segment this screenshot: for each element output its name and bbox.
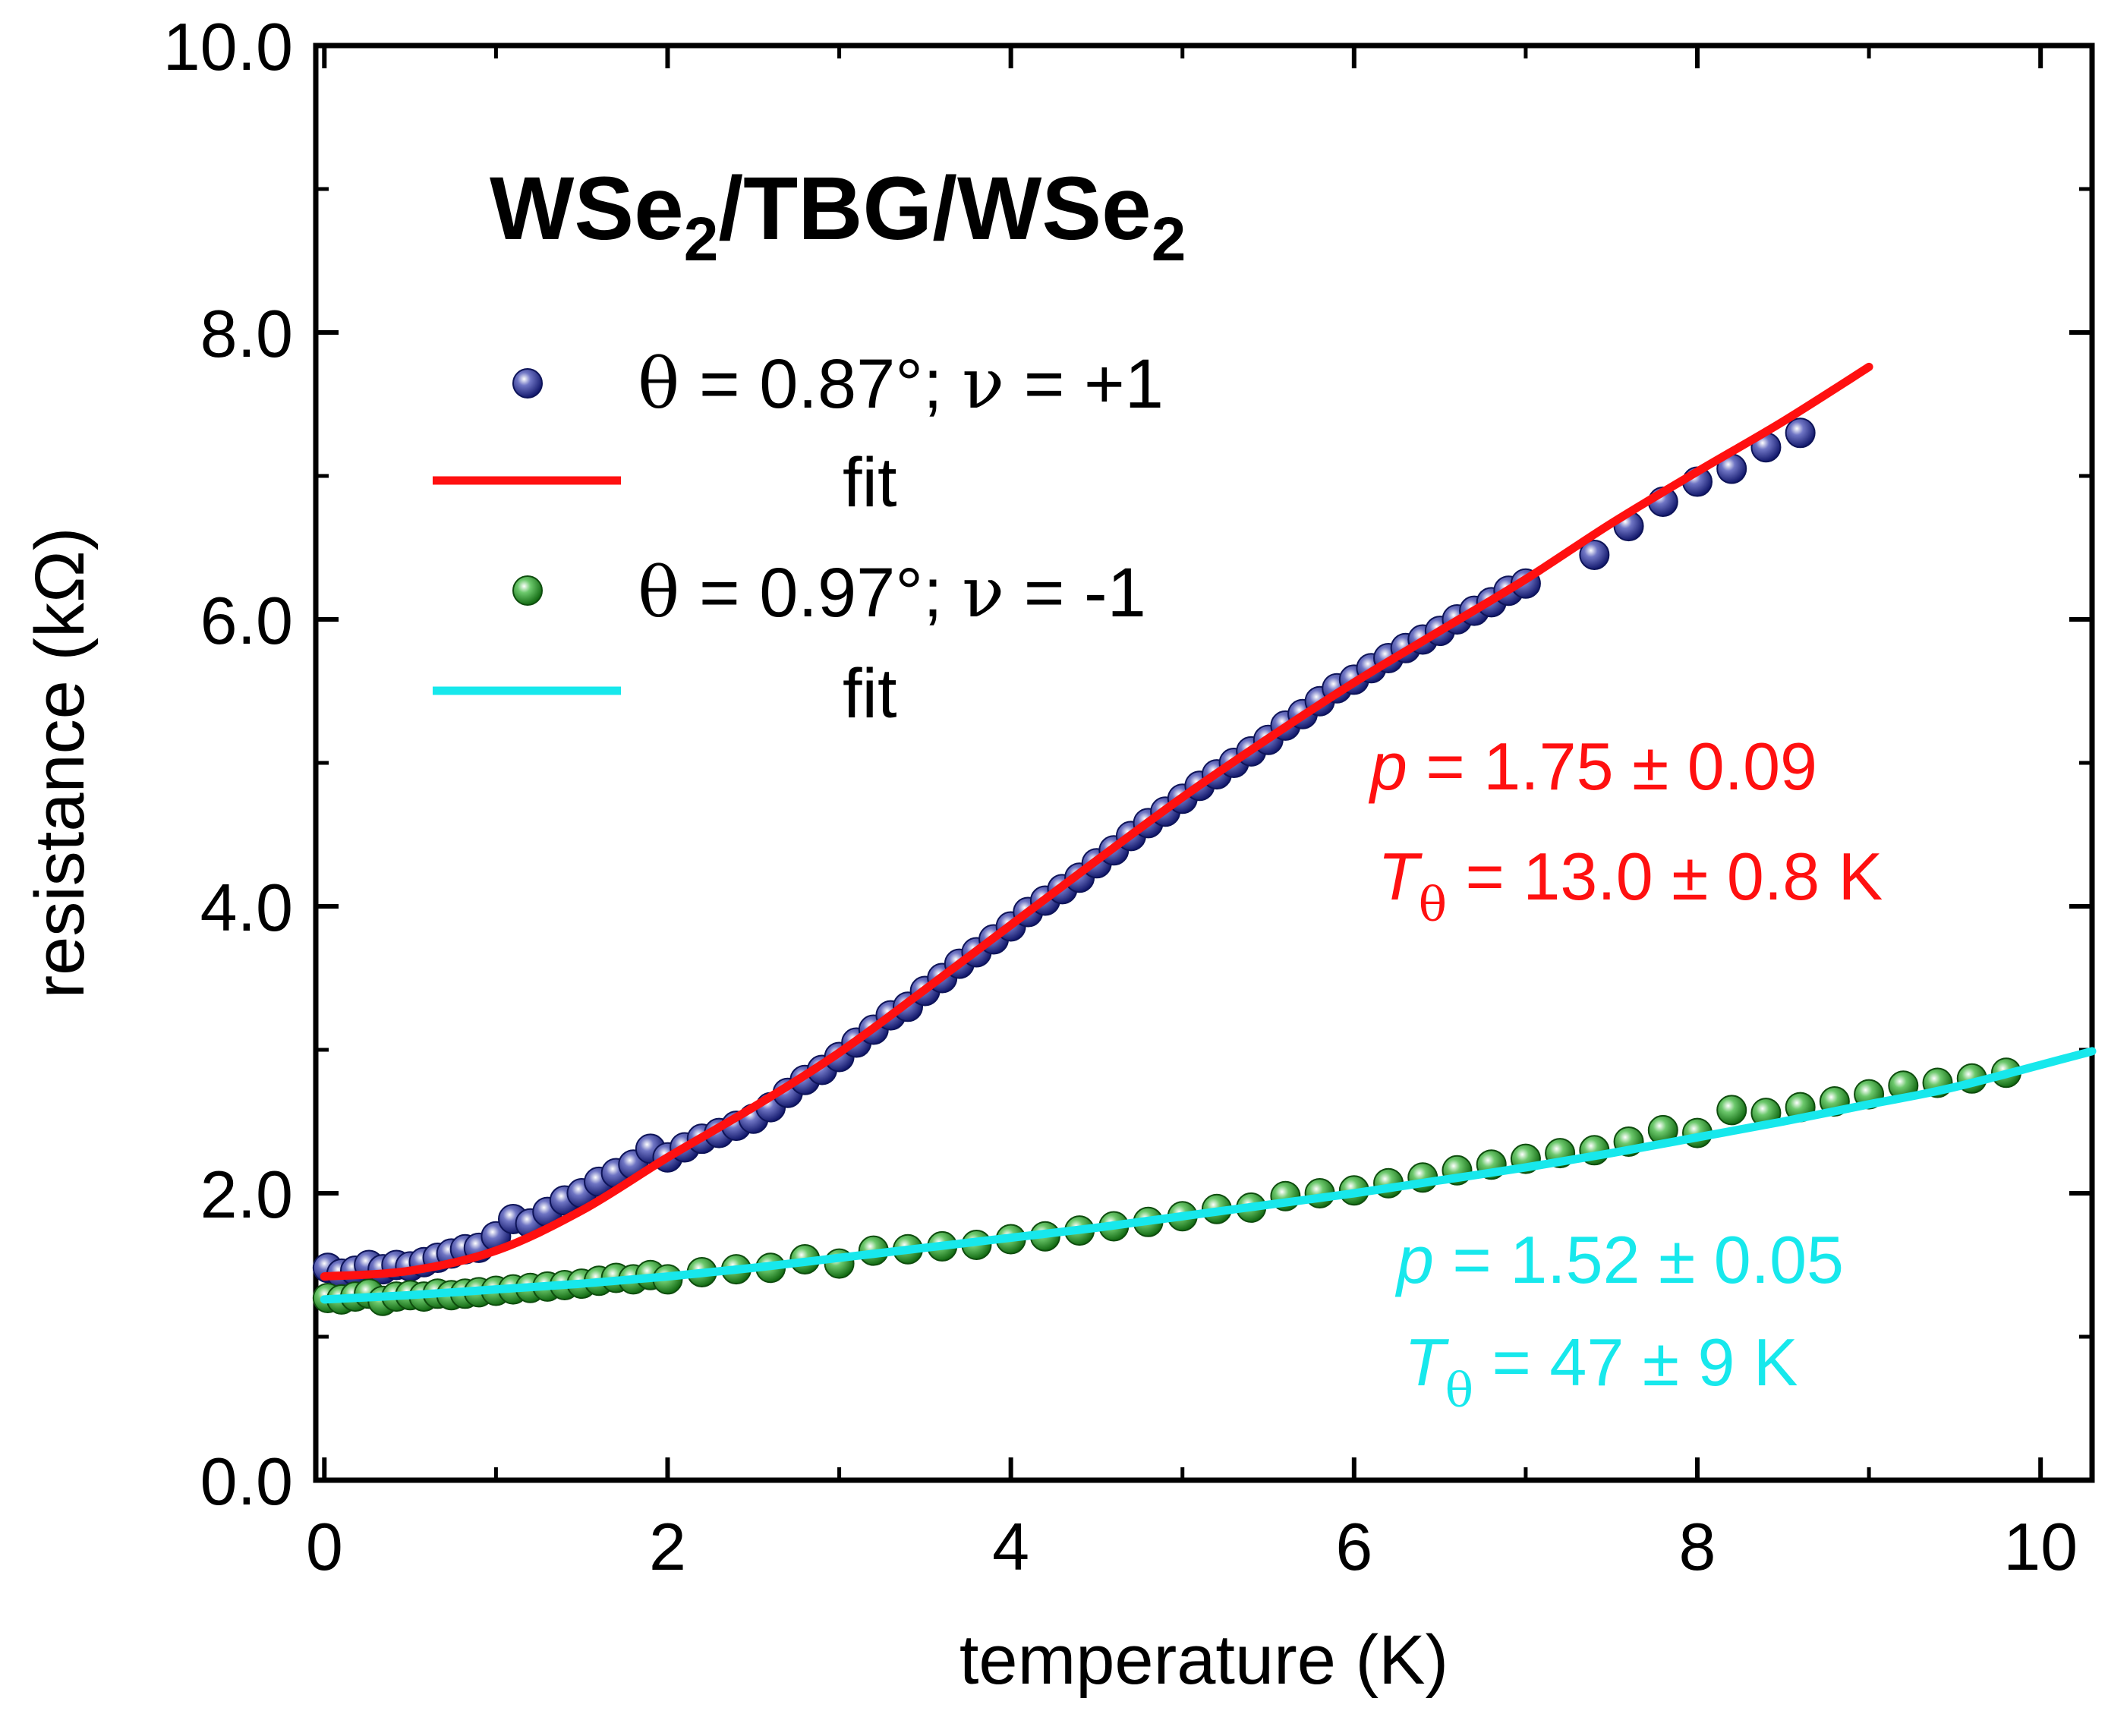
data-point-series0 — [1785, 417, 1816, 449]
y-tick-label: 0.0 — [200, 1444, 293, 1519]
y-tick-label: 10.0 — [163, 9, 293, 84]
annotation-cyan-line2: Tθ = 47 ± 9 K — [1404, 1325, 1798, 1418]
x-tick-label: 0 — [306, 1509, 343, 1584]
annotation-red-fit-params: p = 1.75 ± 0.09 Tθ = 13.0 ± 0.8 K — [1368, 729, 1883, 932]
y-tick-label: 8.0 — [200, 296, 293, 371]
y-tick-label: 2.0 — [200, 1157, 293, 1232]
legend-label-series1: θ = 0.87°; ν = +1 — [638, 343, 1164, 424]
x-axis-label: temperature (K) — [959, 1621, 1448, 1699]
x-tick-label: 6 — [1335, 1509, 1372, 1584]
annotation-cyan-line1: p = 1.52 ± 0.05 — [1394, 1222, 1844, 1297]
data-point-series2 — [1716, 1095, 1747, 1126]
annotation-red-line1: p = 1.75 ± 0.09 — [1368, 729, 1817, 804]
y-tick-label: 4.0 — [200, 870, 293, 945]
x-tick-label: 8 — [1679, 1509, 1716, 1584]
legend: θ = 0.87°; ν = +1 fit θ = 0.97°; ν = -1 … — [433, 343, 1164, 733]
x-tick-label: 10 — [2003, 1509, 2078, 1584]
x-tick-label: 2 — [649, 1509, 686, 1584]
legend-label-fit2: fit — [843, 655, 897, 733]
legend-marker-series2 — [512, 575, 543, 606]
legend-label-series2: θ = 0.97°; ν = -1 — [638, 552, 1146, 633]
chart-title: WSe2/TBG/WSe2 — [490, 159, 1186, 274]
y-axis-label: resistance (kΩ) — [21, 528, 99, 999]
fit-lines — [320, 362, 2097, 1304]
axis-tick-labels: 0 2 4 6 8 10 0.0 2.0 4.0 6.0 8.0 10.0 — [163, 9, 2078, 1584]
legend-marker-series1 — [512, 368, 543, 399]
legend-label-fit1: fit — [843, 444, 897, 521]
axis-ticks — [316, 43, 2092, 1482]
x-tick-label: 4 — [992, 1509, 1029, 1584]
y-tick-label: 6.0 — [200, 583, 293, 658]
data-point-series0 — [1579, 539, 1610, 570]
annotation-red-line2: Tθ = 13.0 ± 0.8 K — [1378, 839, 1883, 932]
fit-line-series3 — [320, 1047, 2097, 1304]
fit-line-series1 — [320, 362, 1873, 1281]
annotation-cyan-fit-params: p = 1.52 ± 0.05 Tθ = 47 ± 9 K — [1394, 1222, 1844, 1418]
